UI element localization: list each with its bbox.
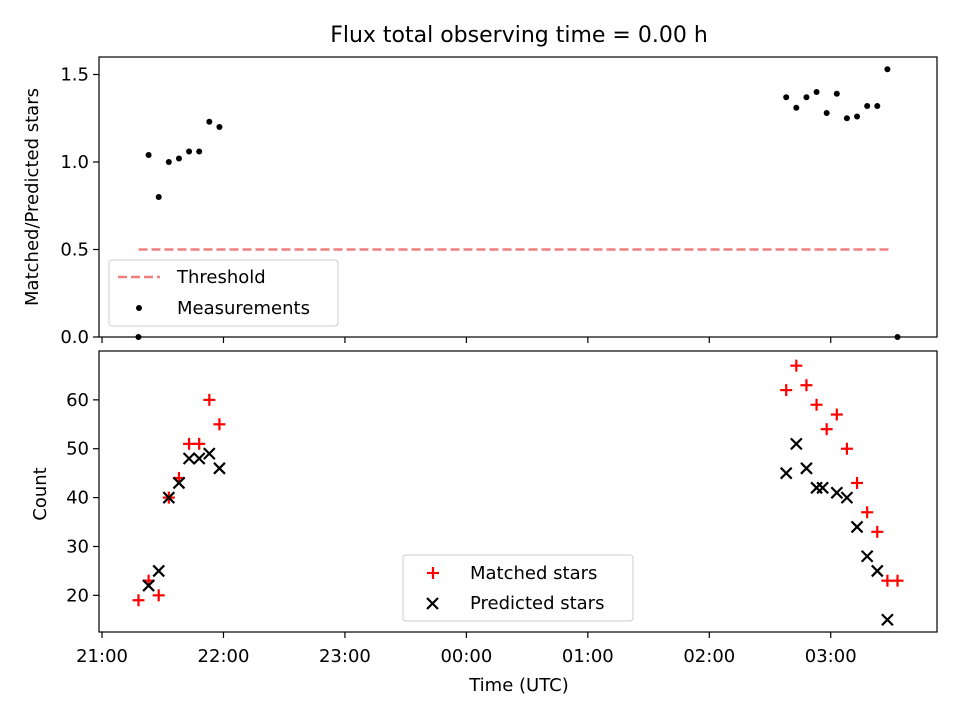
matched-star-point (132, 594, 145, 607)
legend-predicted-swatch (426, 597, 439, 610)
measurement-point (823, 110, 830, 116)
count-plot-frame (98, 350, 938, 633)
ratio-y-ticks: 0.0 0.5 1.0 1.5 (60, 65, 99, 348)
measurement-point (155, 194, 162, 200)
legend-threshold-label: Threshold (176, 267, 266, 288)
x-axis-title: Time (UTC) (468, 675, 569, 696)
measurement-point (196, 148, 203, 155)
matched-star-point (851, 476, 864, 489)
x-tick-label: 01:00 (562, 646, 614, 667)
count-legend-box (402, 554, 634, 622)
ratio-y-axis-title: Matched/Predicted stars (22, 88, 43, 306)
ratio-y-tick-label: 1.0 (60, 152, 89, 173)
measurement-point (783, 94, 790, 101)
matched-star-point (790, 359, 803, 372)
measurement-point (884, 66, 891, 73)
predicted-star-point (182, 452, 196, 465)
measurement-point (833, 90, 840, 97)
ratio-legend: Threshold Measurements (108, 259, 339, 327)
matched-star-point (183, 437, 196, 450)
predicted-star-point (790, 437, 803, 451)
matched-star-point (800, 379, 813, 392)
predicted-star-point (840, 491, 854, 504)
ratio-x-ticks (101, 337, 832, 343)
measurement-point (165, 159, 172, 165)
matched-star-point (881, 574, 894, 587)
measurement-point (843, 115, 850, 122)
ratio-y-tick-label: 0.0 (60, 327, 89, 348)
count-y-tick-label: 40 (66, 488, 89, 509)
predicted-star-point (203, 447, 216, 460)
count-x-ticks: 21:00 22:00 23:00 00:00 01:00 02:00 03:00 (76, 632, 857, 667)
x-tick-label: 23:00 (319, 646, 371, 667)
count-y-ticks: 20 30 40 50 60 (66, 390, 99, 606)
predicted-star-point (192, 452, 206, 465)
count-plot: 20 30 40 50 60 21:00 22:00 23:00 00:00 01:00 02:0… (30, 350, 938, 696)
ratio-y-tick-label: 0.5 (60, 240, 89, 261)
count-y-tick-label: 30 (66, 536, 89, 557)
matched-star-point (810, 398, 823, 411)
x-tick-label: 22:00 (198, 646, 250, 667)
count-legend: Matched stars Predicted stars (402, 554, 634, 622)
measurement-point (135, 334, 142, 340)
matched-star-point (830, 408, 843, 421)
predicted-star-point (850, 520, 864, 534)
measurement-point (813, 89, 820, 95)
ratio-legend-box (108, 259, 339, 327)
predicted-star-point (779, 466, 793, 480)
count-y-tick-label: 50 (66, 439, 89, 460)
x-tick-label: 02:00 (683, 646, 735, 667)
measurement-point (216, 124, 223, 130)
predicted-star-point (830, 486, 844, 499)
measurement-point (874, 103, 881, 109)
measurement-point (175, 155, 182, 162)
predicted-star-point (142, 579, 155, 592)
legend-matched-swatch (427, 567, 439, 579)
matched-star-point (213, 418, 226, 431)
matched-star-point (820, 423, 833, 436)
chart-title: Flux total observing time = 0.00 h (330, 23, 708, 48)
ratio-plot: 0.0 0.5 1.0 1.5 Matched/Predicted stars Thr… (22, 56, 938, 348)
count-y-axis-title: Count (30, 467, 51, 520)
measurement-point (864, 103, 871, 109)
predicted-star-point (152, 564, 165, 578)
predicted-star-point (871, 564, 884, 578)
count-y-tick-label: 60 (66, 390, 89, 411)
measurement-point (803, 94, 810, 101)
matched-star-point (152, 589, 165, 602)
matched-star-point (203, 393, 216, 406)
measurement-point (854, 113, 861, 120)
measurement-point (186, 148, 193, 155)
measurement-point (793, 104, 800, 111)
ratio-y-tick-label: 1.5 (60, 65, 89, 86)
x-tick-label: 03:00 (805, 646, 857, 667)
predicted-star-point (816, 481, 829, 495)
legend-predicted-label: Predicted stars (470, 593, 604, 614)
measurement-point (894, 334, 901, 340)
legend-measurements-swatch (136, 305, 142, 311)
matched-star-point (840, 442, 853, 455)
count-marks (132, 359, 904, 627)
ratio-plot-frame (98, 56, 938, 338)
predicted-star-point (213, 462, 226, 475)
matched-star-point (861, 506, 874, 519)
predicted-star-point (881, 613, 894, 627)
matched-star-point (891, 574, 904, 587)
legend-matched-label: Matched stars (470, 563, 597, 584)
matched-star-point (780, 384, 793, 397)
predicted-star-point (162, 491, 176, 504)
measurement-point (145, 152, 152, 158)
measurement-point (206, 118, 213, 125)
matched-star-point (871, 525, 884, 538)
matched-star-point (193, 437, 206, 450)
legend-measurements-label: Measurements (177, 298, 310, 319)
predicted-star-point (860, 549, 874, 563)
count-y-tick-label: 20 (66, 585, 89, 606)
x-tick-label: 00:00 (440, 646, 492, 667)
predicted-star-point (172, 476, 186, 490)
predicted-star-point (800, 462, 813, 475)
x-tick-label: 21:00 (76, 646, 128, 667)
ratio-marks (135, 66, 901, 340)
